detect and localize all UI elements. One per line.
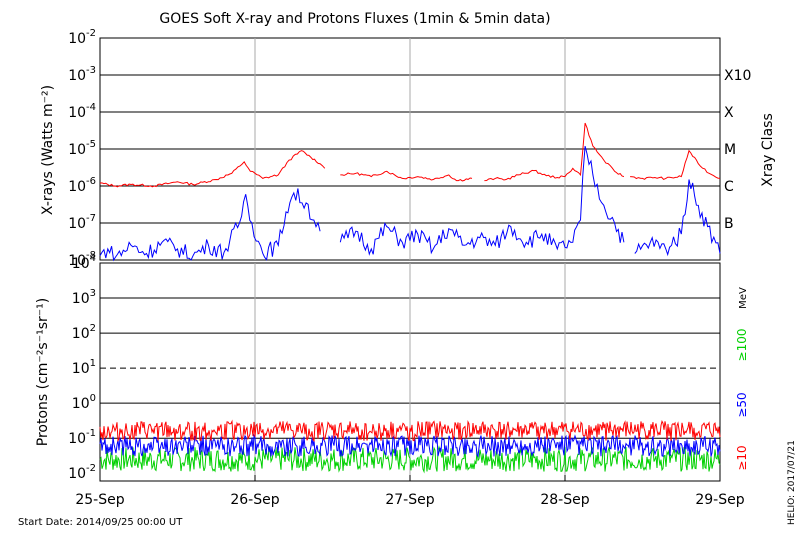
- protons-legend-entry: ≥100: [735, 329, 749, 362]
- protons-series-line: [99, 419, 721, 443]
- xray-y-axis-label: X-rays (Watts m⁻²): [40, 85, 56, 215]
- protons-legend-entry: ≥10: [735, 445, 749, 470]
- xray-y-tick-label: 10-6: [68, 176, 96, 195]
- xray-y-tick-label: 10-5: [68, 139, 96, 158]
- xray-class-label: M: [724, 142, 736, 158]
- xray-short-series-line: [99, 145, 721, 262]
- xray-class-axis-label: Xray Class: [760, 113, 776, 187]
- xray-y-tick-label: 10-8: [68, 250, 96, 269]
- xray-grid: [100, 38, 720, 260]
- x-axis-tick-label: 28-Sep: [540, 492, 589, 508]
- xray-y-ticks: 10-8 10-7 10-6 10-5 10-4 10-3 10-2: [68, 28, 96, 269]
- x-axis-tick-label: 25-Sep: [75, 492, 124, 508]
- protons-y-tick-label: 10-2: [68, 463, 96, 482]
- protons-legend-entry: ≥50: [735, 392, 749, 417]
- xray-class-label: X10: [724, 68, 751, 84]
- xray-y-tick-label: 10-7: [68, 213, 96, 232]
- x-axis-tick-label: 26-Sep: [230, 492, 279, 508]
- xray-long-series-line: [99, 122, 721, 188]
- protons-series-line: [99, 445, 721, 474]
- xray-y-tick-label: 10-4: [68, 102, 96, 121]
- x-axis-tick-label: 27-Sep: [385, 492, 434, 508]
- xray-y-tick-label: 10-2: [68, 28, 96, 47]
- xray-panel: 10-8 10-7 10-6 10-5 10-4 10-3 10-2 B C M X X10 X-r…: [40, 28, 776, 269]
- chart-title: GOES Soft X-ray and Protons Fluxes (1min…: [159, 11, 550, 27]
- protons-y-ticks: 10-2 10-1 100 101 102 103 104: [68, 253, 96, 482]
- helio-date-label: HELIO: 2017/07/21: [787, 440, 797, 525]
- protons-panel: 10-2 10-1 100 101 102 103 104 ≥100 ≥50 ≥10 Proto…: [35, 253, 749, 482]
- xray-class-label: C: [724, 179, 734, 195]
- xray-class-label: X: [724, 105, 734, 121]
- xray-y-tick-label: 10-3: [68, 65, 96, 84]
- protons-y-tick-label: 100: [72, 393, 96, 412]
- protons-y-tick-label: 101: [72, 358, 96, 377]
- start-date-label: Start Date: 2014/09/25 00:00 UT: [18, 517, 183, 528]
- protons-y-tick-label: 10-1: [68, 428, 96, 447]
- protons-y-tick-label: 102: [72, 323, 96, 342]
- protons-series-line: [99, 433, 721, 458]
- xray-series: [99, 122, 721, 262]
- xray-class-label: B: [724, 216, 734, 232]
- x-axis: 25-Sep 26-Sep 27-Sep 28-Sep 29-Sep: [75, 475, 745, 508]
- xray-class-labels: B C M X X10: [724, 68, 751, 232]
- protons-y-axis-label: Protons (cm⁻²s⁻¹sr⁻¹): [35, 298, 51, 447]
- protons-unit-label: MeV: [738, 287, 749, 309]
- x-axis-tick-label: 29-Sep: [695, 492, 744, 508]
- protons-series: [99, 419, 721, 474]
- protons-y-tick-label: 103: [72, 288, 96, 307]
- protons-legend: ≥100 ≥50 ≥10: [735, 329, 749, 471]
- protons-y-tick-label: 104: [72, 253, 96, 272]
